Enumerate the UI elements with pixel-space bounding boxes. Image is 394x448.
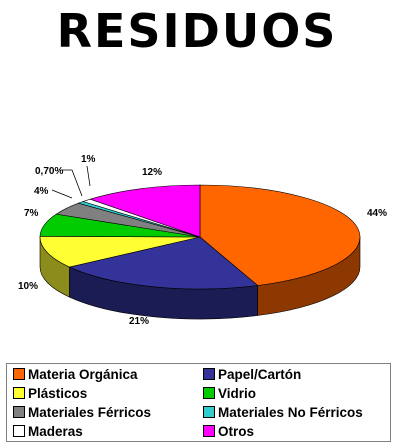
legend-swatch [13, 425, 25, 437]
legend-item-materia-organica: Materia Orgánica [13, 367, 138, 383]
legend-item-materiales-ferricos: Materiales Férricos [13, 405, 151, 421]
slice-label: 4% [34, 186, 49, 197]
legend-label: Materiales No Férricos [218, 405, 363, 420]
pie-slice [68, 236, 259, 290]
legend-label: Papel/Cartón [218, 367, 302, 382]
legend-item-maderas: Maderas [13, 424, 83, 440]
pie-side-walls [39, 236, 361, 320]
chart-legend: Materia Orgánica Papel/Cartón Plásticos … [6, 363, 391, 442]
slice-label: 7% [24, 208, 39, 219]
leader-line [51, 189, 73, 199]
legend-item-otros: Otros [203, 424, 254, 440]
slice-label: 21% [129, 316, 149, 327]
pie-chart: 44% 21% 10% 7% 4% 0,70% 1% 12% [18, 154, 387, 327]
pie-slice [89, 184, 201, 238]
slice-label: 0,70% [35, 166, 63, 177]
legend-item-plasticos: Plásticos [13, 386, 87, 402]
legend-swatch [203, 387, 215, 399]
legend-item-papel-carton: Papel/Cartón [203, 367, 301, 383]
chart-title: RESIDUOS [56, 4, 338, 58]
legend-label: Otros [218, 424, 255, 439]
slice-label: 12% [142, 167, 162, 178]
legend-swatch [13, 368, 25, 380]
legend-swatch [203, 406, 215, 418]
leader-line [86, 165, 91, 187]
legend-swatch [13, 387, 25, 399]
legend-label: Materia Orgánica [28, 367, 138, 382]
leader-line [62, 169, 83, 197]
legend-label: Maderas [28, 424, 83, 439]
pie-slice [199, 184, 361, 286]
legend-label: Materiales Férricos [28, 405, 152, 420]
legend-label: Vidrio [218, 386, 257, 401]
slice-label: 44% [367, 208, 387, 219]
legend-swatch [203, 425, 215, 437]
legend-label: Plásticos [28, 386, 88, 401]
pie-wedges [39, 184, 361, 290]
pie-slice [39, 235, 201, 268]
slice-label: 10% [18, 281, 38, 292]
legend-swatch [203, 368, 215, 380]
slice-label: 1% [81, 154, 96, 165]
legend-item-vidrio: Vidrio [203, 386, 256, 402]
legend-item-materiales-no-ferricos: Materiales No Férricos [203, 405, 363, 421]
pie-labels: 44% 21% 10% 7% 4% 0,70% 1% 12% [18, 154, 387, 327]
legend-swatch [13, 406, 25, 418]
